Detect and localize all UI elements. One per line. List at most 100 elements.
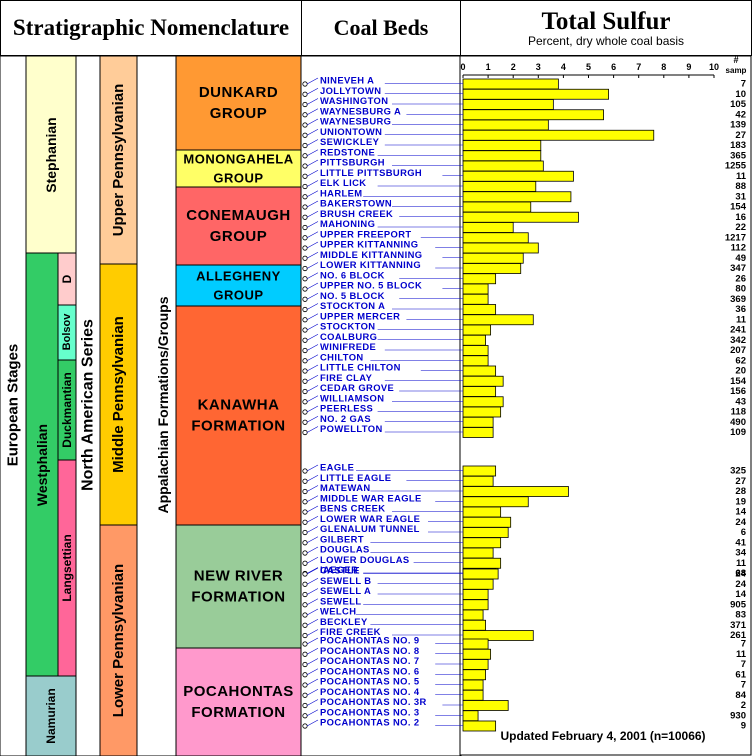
bed-label: POCAHONTAS NO. 4 (320, 686, 420, 697)
bed-label: JOLLYTOWN (320, 85, 381, 96)
sample-count: 28 (735, 486, 746, 497)
sample-count: 1217 (725, 232, 746, 243)
bed-connector (306, 385, 319, 392)
x-tick-label: 8 (661, 62, 666, 72)
sample-count: 11 (736, 558, 747, 569)
sample-count: 6 (741, 527, 746, 538)
bar (462, 252, 524, 264)
sample-count: 61 (735, 669, 746, 680)
bed-connector (306, 231, 319, 239)
bed-label: GILBERT (320, 533, 364, 544)
bar (462, 99, 554, 110)
bed-dot (302, 409, 308, 415)
sample-count: 49 (735, 253, 746, 264)
bed-connector (306, 598, 319, 606)
bed-connector (306, 546, 319, 554)
sample-count: 24 (735, 579, 746, 590)
bar (462, 486, 569, 497)
bar (462, 527, 509, 538)
bed-connector (306, 344, 319, 351)
formation-kanawha-line-1: KANAWHA (198, 397, 280, 414)
sample-count: 905 (730, 599, 747, 610)
bed-connector (306, 313, 319, 321)
sample-count: 27 (735, 476, 746, 487)
bed-label: BRUSH CREEK (320, 208, 393, 219)
bar (462, 386, 497, 397)
bed-dot (302, 713, 308, 719)
sample-count: 207 (730, 345, 746, 356)
x-tick-label: 7 (636, 62, 641, 72)
sample-count: 371 (730, 620, 747, 631)
formation-dunkard-line-1: DUNKARD (199, 84, 278, 101)
bed-connector (306, 567, 319, 575)
bed-connector (306, 221, 319, 228)
bar (462, 78, 559, 90)
bar (462, 211, 579, 223)
sample-count: 112 (731, 243, 746, 254)
sample-count: 7 (741, 79, 746, 90)
bed-label: PITTSBURGH (320, 157, 385, 168)
bed-label: POCAHONTAS NO. 7 (320, 655, 419, 666)
bed-label: DOUGLAS (320, 544, 370, 555)
x-tick-label: 5 (586, 62, 591, 72)
bar (462, 710, 479, 722)
bed-dot (302, 509, 308, 515)
bed-connector (306, 374, 319, 382)
bed-label: CHILTON (320, 351, 364, 362)
sample-count: 7 (741, 639, 746, 650)
bar (462, 88, 609, 100)
bed-connector (306, 118, 319, 126)
bed-connector (306, 618, 319, 626)
bed-connector (306, 719, 319, 727)
bed-dot (302, 358, 308, 364)
bed-dot (302, 122, 308, 128)
bed-dot (302, 245, 308, 251)
bed-dot (302, 265, 308, 272)
bed-dot (302, 692, 308, 698)
bar (462, 201, 532, 213)
bed-label: POCAHONTAS NO. 9 (320, 635, 419, 646)
bed-dot (302, 468, 308, 474)
bar (462, 109, 604, 121)
bed-label: POCAHONTAS NO. 5 (320, 676, 419, 687)
sample-count: 24 (735, 569, 746, 580)
bed-label: UPPER NO. 5 BLOCK (320, 280, 422, 291)
sample-count: 325 (730, 466, 747, 477)
bar (462, 222, 514, 233)
bed-label: POCAHONTAS NO. 3 (320, 706, 419, 717)
bed-dot (302, 550, 308, 556)
samples-header: # (733, 55, 738, 65)
bed-label: WILLIAMSON (320, 392, 384, 403)
bed-dot (302, 81, 308, 87)
sample-count: 68 (735, 568, 746, 579)
formation-dunkard-box (175, 55, 302, 151)
bed-dot (302, 173, 308, 179)
sample-count: 20 (735, 366, 746, 377)
bed-dot (302, 529, 308, 536)
bed-label: NO. 5 BLOCK (320, 290, 385, 301)
label-north-american-series: North American Series (80, 319, 97, 491)
x-tick-label: 1 (486, 62, 491, 72)
sample-count: 10 (735, 89, 746, 100)
bed-dot (302, 581, 308, 587)
x-tick-label: 6 (611, 62, 616, 72)
bed-label: BENS CREEK (320, 503, 385, 514)
bed-connector (306, 474, 319, 482)
bed-label: WINIFREDE (320, 341, 376, 352)
sample-count: 43 (735, 396, 746, 407)
stage-stephanian-box (25, 55, 77, 254)
bed-label: LOWER DOUGLAS (320, 554, 410, 565)
bed-dot (302, 591, 308, 598)
header-strat: Stratigraphic Nomenclature (0, 0, 302, 56)
bed-connector (306, 323, 319, 331)
label-appalachian-formations: Appalachian Formations/Groups (155, 296, 171, 513)
formation-kanawha-box (175, 305, 302, 526)
bed-label: HARLEM (320, 187, 363, 198)
bar (462, 119, 549, 131)
bed-dot (302, 682, 308, 688)
x-tick-label: 4 (561, 62, 566, 72)
coal-beds-frame (300, 55, 462, 756)
bed-connector (306, 108, 319, 116)
bed-dot (302, 296, 308, 302)
